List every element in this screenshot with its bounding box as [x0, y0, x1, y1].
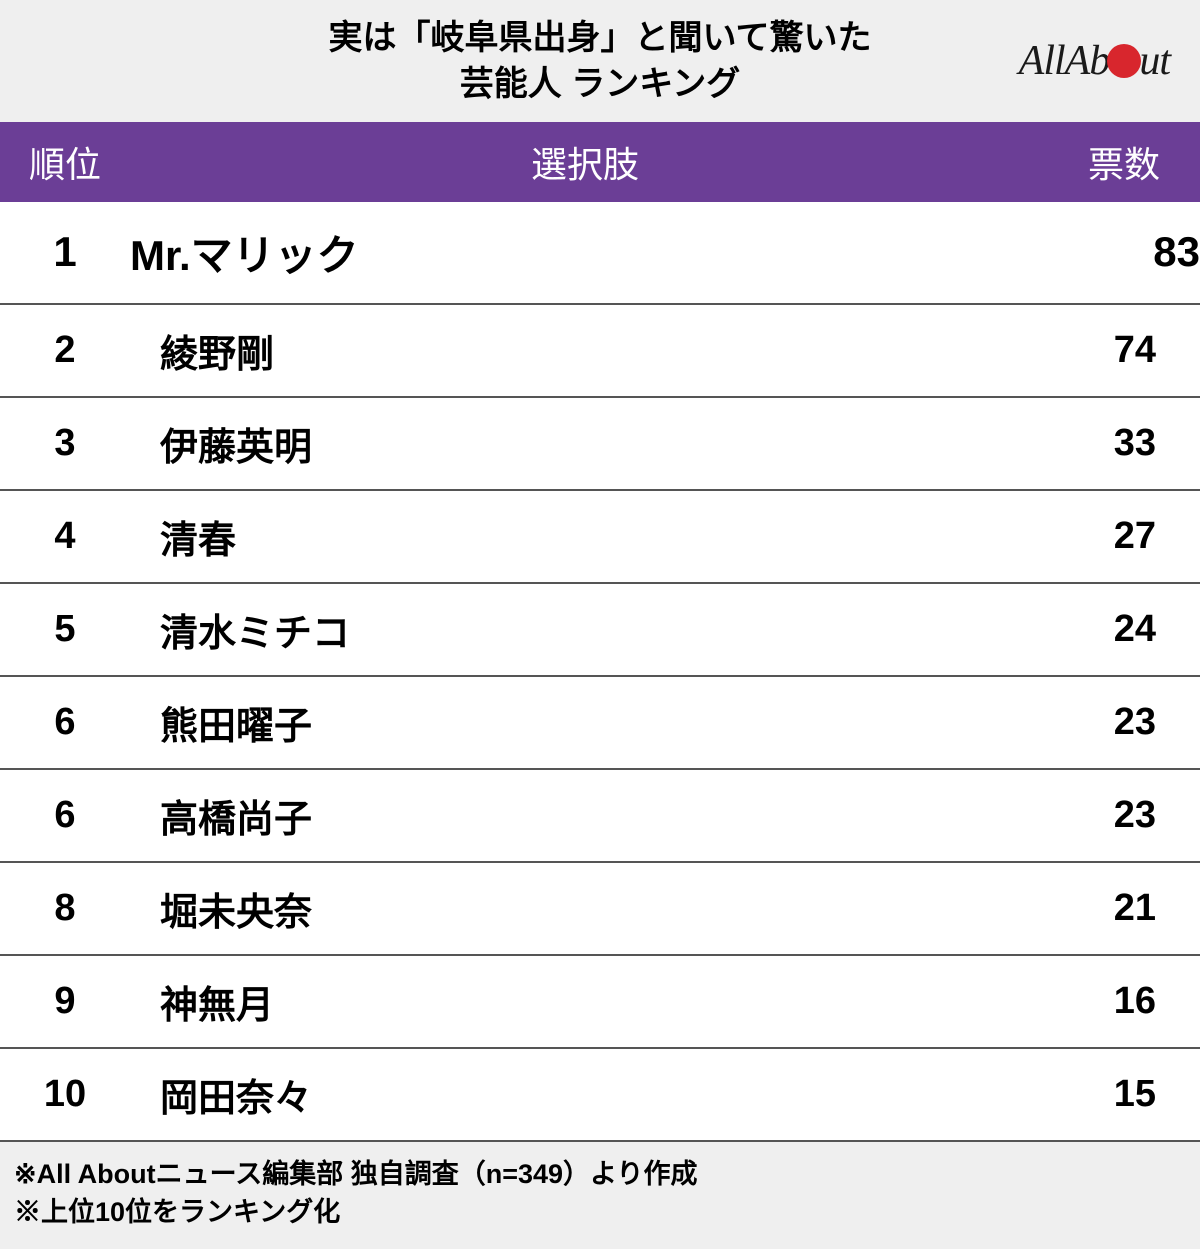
cell-name: 清春	[130, 490, 1040, 583]
cell-name: 堀未央奈	[130, 862, 1040, 955]
header-bar: 実は「岐阜県出身」と聞いて驚いた 芸能人 ランキング AllAb ut	[0, 0, 1200, 122]
footnotes: ※All Aboutニュース編集部 独自調査（n=349）より作成 ※上位10位…	[0, 1142, 1200, 1249]
cell-rank: 9	[0, 955, 130, 1048]
title-line-1: 実は「岐阜県出身」と聞いて驚いた	[30, 16, 1170, 62]
cell-votes: 24	[1040, 583, 1200, 676]
cell-rank: 5	[0, 583, 130, 676]
table-row: 9神無月16	[0, 955, 1200, 1048]
cell-name: 清水ミチコ	[130, 583, 1040, 676]
col-header-votes: 票数	[1040, 122, 1200, 202]
cell-rank: 6	[0, 676, 130, 769]
logo-text-after: ut	[1139, 37, 1170, 85]
footnote-2: ※上位10位をランキング化	[14, 1194, 1186, 1232]
table-row: 10岡田奈々15	[0, 1048, 1200, 1141]
table-row: 6熊田曜子23	[0, 676, 1200, 769]
cell-name: 綾野剛	[130, 304, 1040, 397]
cell-votes: 23	[1040, 769, 1200, 862]
cell-votes: 74	[1040, 304, 1200, 397]
cell-name: 熊田曜子	[130, 676, 1040, 769]
cell-votes: 16	[1040, 955, 1200, 1048]
cell-rank: 6	[0, 769, 130, 862]
table-row: 6高橋尚子23	[0, 769, 1200, 862]
cell-votes: 27	[1040, 490, 1200, 583]
table-header-row: 順位 選択肢 票数	[0, 122, 1200, 202]
table-row: 3伊藤英明33	[0, 397, 1200, 490]
col-header-rank: 順位	[0, 122, 130, 202]
table-body: 1Mr.マリック832綾野剛743伊藤英明334清春275清水ミチコ246熊田曜…	[0, 202, 1200, 1141]
logo-dot-icon	[1107, 44, 1141, 78]
cell-name: 神無月	[130, 955, 1040, 1048]
cell-votes: 23	[1040, 676, 1200, 769]
cell-rank: 2	[0, 304, 130, 397]
cell-votes: 33	[1040, 397, 1200, 490]
table-row: 8堀未央奈21	[0, 862, 1200, 955]
cell-name: 高橋尚子	[130, 769, 1040, 862]
page-title: 実は「岐阜県出身」と聞いて驚いた 芸能人 ランキング	[30, 16, 1170, 108]
ranking-table: 順位 選択肢 票数 1Mr.マリック832綾野剛743伊藤英明334清春275清…	[0, 122, 1200, 1142]
cell-votes: 83	[1040, 202, 1200, 304]
cell-rank: 8	[0, 862, 130, 955]
cell-votes: 15	[1040, 1048, 1200, 1141]
cell-name: Mr.マリック	[130, 202, 1040, 304]
table-row: 4清春27	[0, 490, 1200, 583]
table-row: 1Mr.マリック83	[0, 202, 1200, 304]
cell-name: 岡田奈々	[130, 1048, 1040, 1141]
footnote-1: ※All Aboutニュース編集部 独自調査（n=349）より作成	[14, 1156, 1186, 1194]
table-row: 2綾野剛74	[0, 304, 1200, 397]
allabout-logo: AllAb ut	[1019, 37, 1170, 85]
cell-rank: 1	[0, 202, 130, 304]
table-row: 5清水ミチコ24	[0, 583, 1200, 676]
cell-rank: 3	[0, 397, 130, 490]
cell-rank: 4	[0, 490, 130, 583]
col-header-name: 選択肢	[130, 122, 1040, 202]
cell-name: 伊藤英明	[130, 397, 1040, 490]
cell-votes: 21	[1040, 862, 1200, 955]
cell-rank: 10	[0, 1048, 130, 1141]
title-line-2: 芸能人 ランキング	[30, 62, 1170, 108]
logo-text-before: AllAb	[1019, 37, 1110, 85]
